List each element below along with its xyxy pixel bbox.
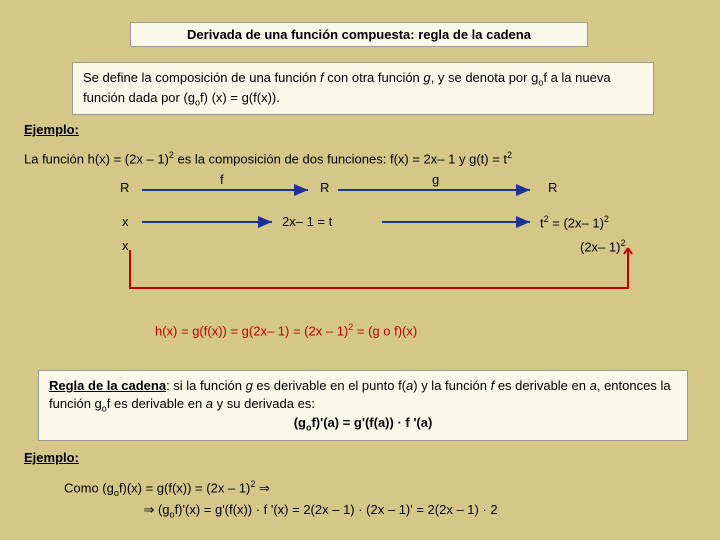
como-nl: ⇒ (g xyxy=(143,502,169,517)
title-text: Derivada de una función compuesta: regla… xyxy=(187,27,531,42)
def-l1a: Se define la composición de una función xyxy=(83,70,320,85)
como-a: Como (g xyxy=(64,480,114,495)
hx-line: h(x) = g(f(x)) = g(2x– 1) = (2x – 1)2 = … xyxy=(155,322,417,338)
def-l1e: f) (x) = g(f(x)). xyxy=(200,90,280,105)
rf-b: f)'(a) = g'(f(a)) · f '(a) xyxy=(311,415,432,430)
ejemplo-1-label: Ejemplo: xyxy=(24,122,79,137)
composition-diagram: R f R g R x 2x– 1 = t t2 = (2x– 1)2 x (2… xyxy=(120,178,640,298)
diagram-svg xyxy=(120,178,660,328)
example-computation: Como (gof)(x) = g(f(x)) = (2x – 1)2 ⇒ ⇒ … xyxy=(64,478,704,523)
rule-f2: y su derivada es: xyxy=(213,396,315,411)
diag-mid: 2x– 1 = t xyxy=(282,214,332,229)
definition-box: Se define la composición de una función … xyxy=(72,62,654,115)
diag-x1: x xyxy=(122,214,129,229)
como-b: f)(x) = g(f(x)) = (2x – 1) xyxy=(119,480,250,495)
diag-right-wrap: t2 = (2x– 1)2 xyxy=(540,214,609,230)
rule-g: g xyxy=(246,378,253,393)
line1-b: es la composición de dos funciones: f(x)… xyxy=(174,151,507,166)
diag-br: (2x– 1) xyxy=(580,239,620,254)
diag-sup-r2: 2 xyxy=(604,214,609,224)
diag-R3: R xyxy=(548,180,557,195)
como-c: f)'(x) = g'(f(x)) · f '(x) = 2(2x – 1) ·… xyxy=(175,502,498,517)
line1-a: La función h(x) = (2x – 1) xyxy=(24,151,169,166)
diag-f: f xyxy=(220,172,224,187)
rule-c: ) y la función xyxy=(413,378,490,393)
diag-x2: x xyxy=(122,238,129,253)
rule-e2: f es derivable en xyxy=(107,396,206,411)
rule-formula: (gof)'(a) = g'(f(a)) · f '(a) xyxy=(49,414,677,434)
ejemplo-2-label: Ejemplo: xyxy=(24,450,79,465)
composition-line: La función h(x) = (2x – 1) 2 es la compos… xyxy=(24,150,704,166)
hx-t2: = (g o f)(x) xyxy=(353,323,417,338)
def-g: g xyxy=(423,70,430,85)
rule-a: : si la función xyxy=(166,378,246,393)
rf-a: (g xyxy=(294,415,306,430)
rule-b: es derivable en el punto f( xyxy=(253,378,406,393)
diag-sup-br: 2 xyxy=(620,238,625,248)
diag-bottom-right-wrap: (2x– 1)2 xyxy=(580,238,625,254)
def-l1b: con otra función xyxy=(324,70,424,85)
rule-label: Regla de la cadena xyxy=(49,378,166,393)
rule-a3: a xyxy=(206,396,213,411)
chain-rule-box: Regla de la cadena: si la función g es d… xyxy=(38,370,688,441)
diag-g: g xyxy=(432,172,439,187)
rule-d: es derivable en xyxy=(494,378,589,393)
rule-a2: a xyxy=(590,378,597,393)
title-box: Derivada de una función compuesta: regla… xyxy=(130,22,588,47)
diag-right2: = (2x– 1) xyxy=(549,215,604,230)
line1-sup2b: 2 xyxy=(507,150,512,160)
diag-R2: R xyxy=(320,180,329,195)
def-l1c: , y se denota por g xyxy=(431,70,539,85)
hx-t: h(x) = g(f(x)) = g(2x– 1) = (2x – 1) xyxy=(155,323,348,338)
como-arrow1: ⇒ xyxy=(255,480,270,495)
diag-R1: R xyxy=(120,180,129,195)
